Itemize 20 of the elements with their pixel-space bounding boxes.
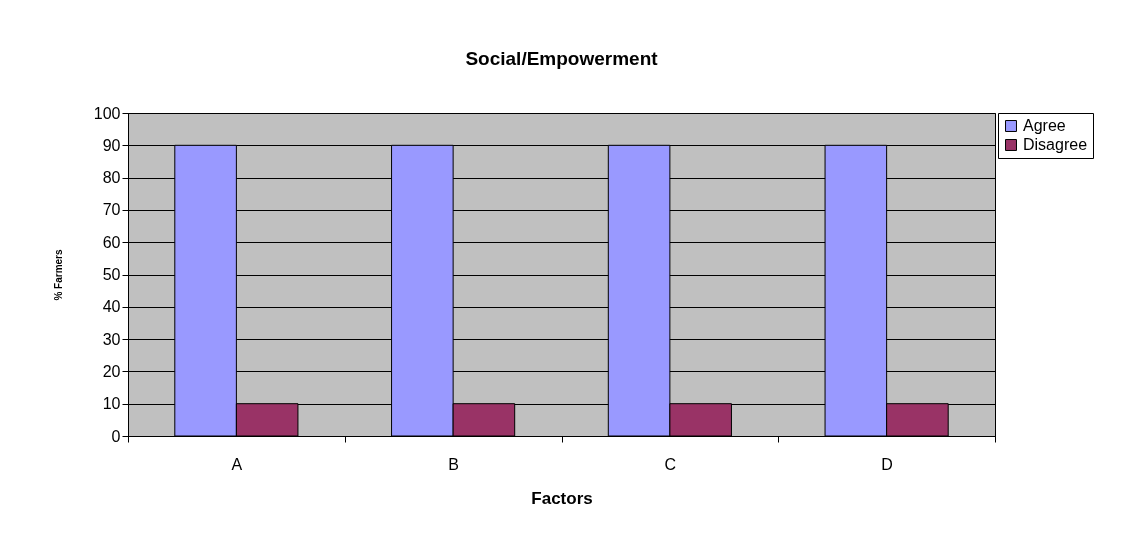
y-tick-label: 60 bbox=[102, 233, 121, 251]
y-tick-label: 100 bbox=[93, 104, 121, 122]
x-tick-label: D bbox=[881, 455, 893, 473]
legend-label: Disagree bbox=[1023, 136, 1088, 153]
legend-label: Agree bbox=[1023, 117, 1066, 134]
x-axis-title: Factors bbox=[531, 488, 593, 508]
y-tick-label: 70 bbox=[102, 201, 121, 219]
y-tick-label: 40 bbox=[102, 298, 121, 316]
y-tick-label: 30 bbox=[102, 330, 121, 348]
x-tick-label: A bbox=[231, 455, 243, 473]
y-tick-label: 50 bbox=[102, 266, 121, 283]
x-tick-label: C bbox=[664, 455, 677, 473]
y-tick-label: 20 bbox=[102, 362, 121, 380]
y-tick-label: 80 bbox=[102, 169, 121, 187]
y-tick-label: 90 bbox=[102, 136, 121, 154]
y-axis-title: % Farmers bbox=[52, 248, 64, 301]
x-tick-label: B bbox=[448, 455, 459, 473]
y-tick-label: 10 bbox=[102, 395, 121, 413]
y-tick-label: 0 bbox=[111, 427, 121, 445]
chart-title: Social/Empowerment bbox=[465, 48, 659, 69]
